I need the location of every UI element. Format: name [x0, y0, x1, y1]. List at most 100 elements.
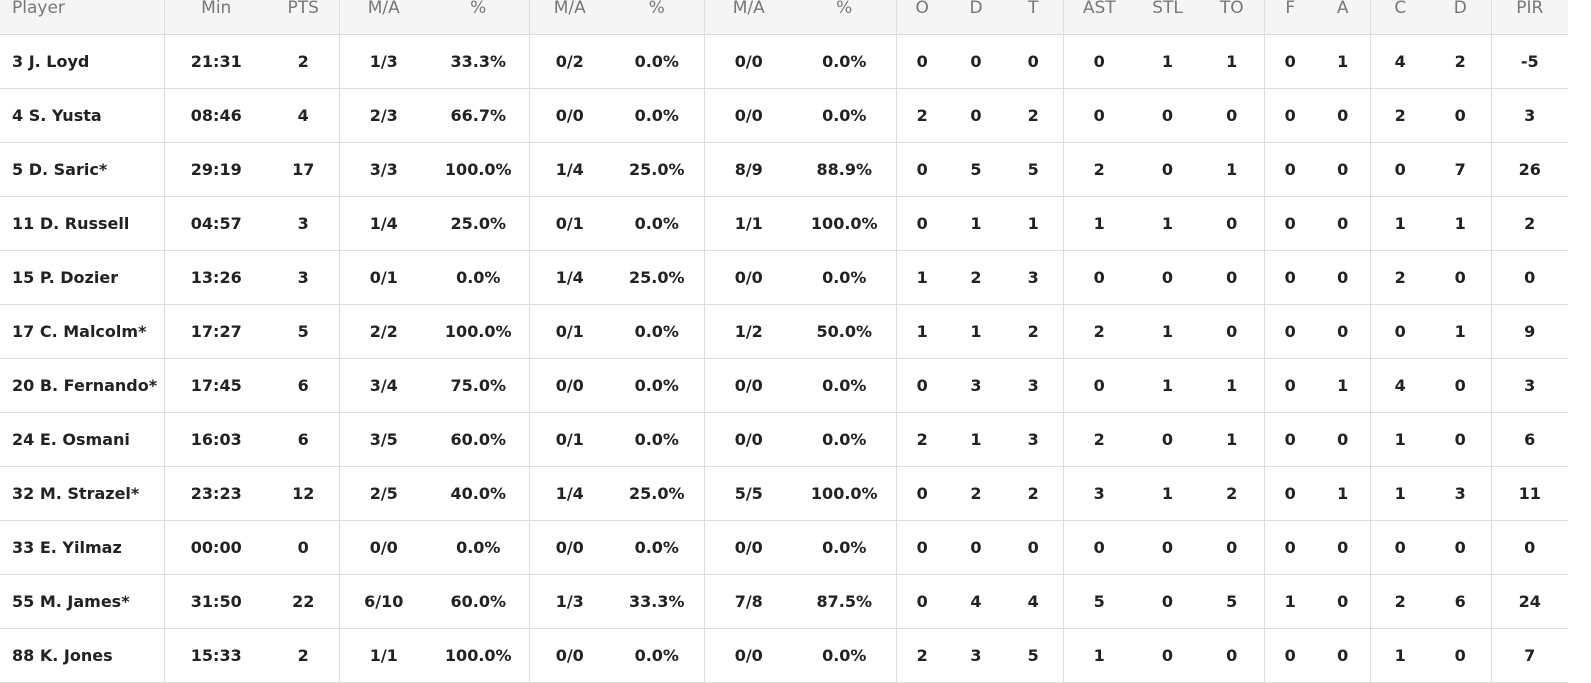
stat-cell: 60.0% — [428, 574, 530, 629]
stat-cell: 75.0% — [428, 358, 530, 413]
stat-cell: 1/1 — [704, 196, 793, 251]
player-name: 55 M. James* — [0, 574, 165, 629]
stat-cell: 0 — [1491, 520, 1568, 575]
stat-cell: 0 — [896, 196, 948, 251]
stat-cell: 0 — [1264, 250, 1316, 305]
stat-cell: 0 — [1370, 142, 1430, 197]
stat-cell: 0 — [1264, 88, 1316, 143]
player-row: 24 E. Osmani 16:03 6 3/5 60.0% 0/1 0.0% 0/0 0.0%… — [0, 412, 1568, 467]
column-header: AST — [1063, 0, 1135, 35]
header-row: Player Min PTS M/A% M/A% M/A% O D T AST STL TO F A C D P… — [0, 0, 1568, 35]
stat-cell: 0/2 — [529, 34, 610, 89]
column-header: O — [896, 0, 948, 35]
stat-cell: 3 — [1004, 412, 1064, 467]
column-header: A — [1316, 0, 1371, 35]
stat-cell: 1 — [1370, 628, 1430, 683]
stat-cell: 0/0 — [339, 520, 428, 575]
stat-cell: 0 — [1316, 520, 1371, 575]
stat-cell: 23:23 — [164, 466, 268, 521]
stat-cell: 0.0% — [793, 520, 897, 575]
stat-cell: 1 — [948, 196, 1004, 251]
stat-cell: 0 — [1135, 574, 1200, 629]
stat-cell: 3 — [1491, 88, 1568, 143]
stat-cell: 25.0% — [610, 142, 705, 197]
stat-cell: 3 — [1491, 358, 1568, 413]
stat-cell: 1/4 — [529, 142, 610, 197]
stat-cell: 1 — [1135, 466, 1200, 521]
stat-cell: 3 — [948, 358, 1004, 413]
player-name: 5 D. Saric* — [0, 142, 165, 197]
player-row: 5 D. Saric* 29:19 17 3/3 100.0% 1/4 25.0% 8/9 88… — [0, 142, 1568, 197]
stat-cell: 8/9 — [704, 142, 793, 197]
stat-cell: 0 — [948, 34, 1004, 89]
stat-cell: 0 — [1063, 250, 1135, 305]
stat-cell: 0 — [268, 520, 340, 575]
stat-cell: 3/5 — [339, 412, 428, 467]
stat-cell: 0 — [1063, 520, 1135, 575]
player-name: 17 C. Malcolm* — [0, 304, 165, 359]
stat-cell: 3/3 — [339, 142, 428, 197]
stat-cell: 31:50 — [164, 574, 268, 629]
stat-cell: 0/1 — [339, 250, 428, 305]
stat-cell: 0 — [1316, 142, 1371, 197]
stat-cell: 0 — [896, 466, 948, 521]
player-name: 33 E. Yilmaz — [0, 520, 165, 575]
column-header: Player — [0, 0, 165, 35]
stat-cell: 0/1 — [529, 196, 610, 251]
stat-cell: 2 — [896, 88, 948, 143]
stat-cell: -5 — [1491, 34, 1568, 89]
table-head: Player Min PTS M/A% M/A% M/A% O D T AST STL TO F A C D P… — [0, 0, 1568, 35]
stat-cell: 0 — [1004, 520, 1064, 575]
stat-cell: 0.0% — [610, 358, 705, 413]
player-name: 20 B. Fernando* — [0, 358, 165, 413]
player-name: 3 J. Loyd — [0, 34, 165, 89]
stat-cell: 26 — [1491, 142, 1568, 197]
stat-cell: 3 — [1063, 466, 1135, 521]
stat-cell: 1/2 — [704, 304, 793, 359]
player-row: 33 E. Yilmaz 00:00 0 0/0 0.0% 0/0 0.0% 0/0 0.0% 0… — [0, 520, 1568, 575]
stat-cell: 1 — [1135, 196, 1200, 251]
stat-cell: 33.3% — [610, 574, 705, 629]
column-header: T — [1004, 0, 1064, 35]
player-row: 88 K. Jones 15:33 2 1/1 100.0% 0/0 0.0% 0/0 0.0%… — [0, 628, 1568, 683]
stat-cell: 0 — [948, 520, 1004, 575]
stat-cell: 0 — [1264, 196, 1316, 251]
stat-cell: 2 — [1200, 466, 1265, 521]
stat-cell: 21:31 — [164, 34, 268, 89]
stat-cell: 0 — [896, 142, 948, 197]
stat-cell: 2 — [1430, 34, 1492, 89]
stat-cell: 29:19 — [164, 142, 268, 197]
stat-cell: 2/2 — [339, 304, 428, 359]
stat-cell: 3 — [268, 196, 340, 251]
stat-cell: 25.0% — [610, 250, 705, 305]
stat-cell: 25.0% — [610, 466, 705, 521]
stat-cell: 1 — [1370, 196, 1430, 251]
stat-cell: 11 — [1491, 466, 1568, 521]
stat-cell: 0 — [1264, 628, 1316, 683]
stat-cell: 0 — [1430, 250, 1492, 305]
column-header: % — [428, 0, 530, 35]
stat-cell: 0 — [1430, 628, 1492, 683]
stat-cell: 0/0 — [704, 520, 793, 575]
stat-cell: 0 — [1200, 628, 1265, 683]
stat-cell: 0 — [1316, 304, 1371, 359]
stat-cell: 15:33 — [164, 628, 268, 683]
stat-cell: 100.0% — [428, 304, 530, 359]
stat-cell: 17:45 — [164, 358, 268, 413]
stat-cell: 1 — [1316, 34, 1371, 89]
player-row: 32 M. Strazel* 23:23 12 2/5 40.0% 1/4 25.0% 5/5… — [0, 466, 1568, 521]
stat-cell: 2 — [1370, 88, 1430, 143]
stat-cell: 0.0% — [428, 250, 530, 305]
stat-cell: 1 — [1370, 466, 1430, 521]
stat-cell: 0 — [1316, 574, 1371, 629]
stat-cell: 1 — [1264, 574, 1316, 629]
stat-cell: 17:27 — [164, 304, 268, 359]
stat-cell: 4 — [268, 88, 340, 143]
stat-cell: 2 — [1370, 250, 1430, 305]
stat-cell: 0 — [1430, 88, 1492, 143]
stat-cell: 33.3% — [428, 34, 530, 89]
stat-cell: 12 — [268, 466, 340, 521]
column-header: PIR — [1491, 0, 1568, 35]
stat-cell: 0 — [1316, 412, 1371, 467]
stat-cell: 1 — [1004, 196, 1064, 251]
